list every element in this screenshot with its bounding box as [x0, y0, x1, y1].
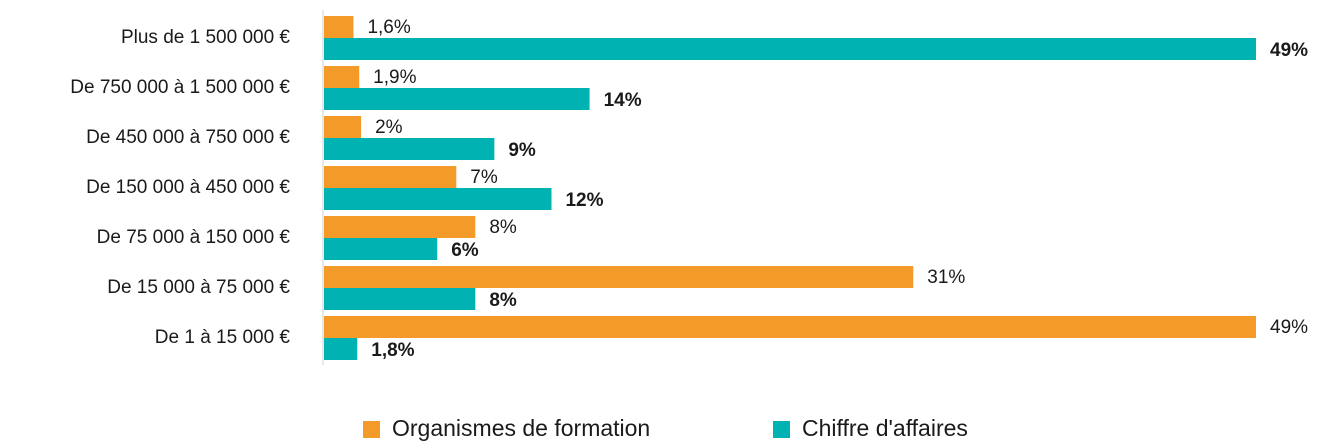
value-label: 8%: [489, 290, 517, 311]
value-label: 9%: [508, 140, 536, 161]
category-label: De 150 000 à 450 000 €: [86, 177, 290, 198]
legend-label: Organismes de formation: [392, 415, 650, 441]
bar: [324, 66, 360, 88]
legend-swatch: [773, 421, 790, 438]
category-label: De 1 à 15 000 €: [155, 327, 291, 348]
legend-label: Chiffre d'affaires: [802, 415, 968, 441]
category-label: De 75 000 à 150 000 €: [97, 227, 291, 248]
value-label: 7%: [470, 167, 498, 188]
bar: [324, 188, 552, 210]
value-label: 1,8%: [371, 340, 414, 361]
bar: [324, 338, 358, 360]
bar: [324, 88, 590, 110]
value-label: 12%: [565, 190, 603, 211]
bar: [324, 238, 438, 260]
value-label: 31%: [927, 267, 965, 288]
value-label: 49%: [1270, 40, 1308, 61]
value-label: 6%: [451, 240, 479, 261]
value-label: 14%: [604, 90, 642, 111]
value-label: 1,9%: [373, 67, 416, 88]
value-label: 2%: [375, 117, 403, 138]
bar: [324, 16, 354, 38]
bar: [324, 138, 495, 160]
bar: [324, 216, 476, 238]
value-label: 49%: [1270, 317, 1308, 338]
category-label: De 750 000 à 1 500 000 €: [70, 77, 290, 98]
bar: [324, 116, 362, 138]
bar: [324, 166, 457, 188]
legend-swatch: [363, 421, 380, 438]
category-label: De 15 000 à 75 000 €: [107, 277, 290, 298]
bar: [324, 266, 914, 288]
value-label: 8%: [489, 217, 517, 238]
bar: [324, 316, 1256, 338]
category-label: De 450 000 à 750 000 €: [86, 127, 290, 148]
bar: [324, 38, 1256, 60]
bar: [324, 288, 476, 310]
category-label: Plus de 1 500 000 €: [121, 27, 290, 48]
value-label: 1,6%: [367, 17, 410, 38]
